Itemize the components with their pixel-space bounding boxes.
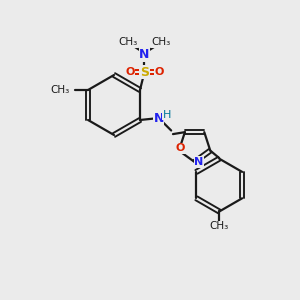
Text: N: N — [153, 112, 164, 125]
Text: H: H — [163, 110, 171, 120]
Text: S: S — [140, 65, 149, 79]
Text: CH₃: CH₃ — [210, 221, 229, 232]
Text: CH₃: CH₃ — [51, 85, 70, 95]
Text: N: N — [194, 157, 204, 167]
Text: O: O — [176, 143, 185, 154]
Text: O: O — [125, 67, 135, 77]
Text: CH₃: CH₃ — [152, 37, 171, 47]
Text: O: O — [154, 67, 164, 77]
Text: CH₃: CH₃ — [118, 37, 138, 47]
Text: N: N — [139, 48, 150, 61]
